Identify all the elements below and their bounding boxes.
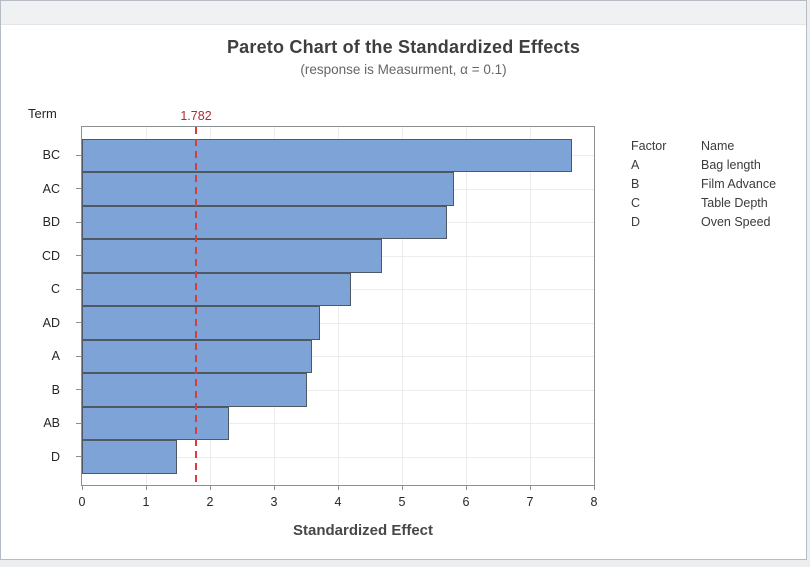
x-tick: [81, 485, 83, 490]
legend-factor: C: [631, 196, 641, 210]
plot-area: [81, 126, 595, 486]
x-tick: [209, 485, 211, 490]
legend-row: C Table Depth: [631, 194, 776, 213]
legend-rows: A Bag length B Film Advance C Table Depth D Ove…: [631, 156, 776, 232]
y-tick: [76, 456, 81, 458]
y-axis-title: Term: [28, 106, 57, 121]
y-tick: [76, 422, 81, 424]
gridline-horizontal: [82, 389, 594, 391]
y-category-label: B: [51, 382, 60, 397]
chart-title: Pareto Chart of the Standardized Effects: [226, 37, 581, 57]
y-tick: [76, 322, 81, 324]
x-tick-label: 3: [270, 495, 278, 509]
gridline-vertical: [465, 127, 467, 485]
chart-subtitle: (response is Measurment, α = 0.1): [300, 62, 507, 77]
x-tick-label: 2: [206, 495, 214, 509]
legend-name: Oven Speed: [701, 215, 771, 229]
x-tick-label: 0: [78, 495, 86, 509]
gridline-vertical: [337, 127, 339, 485]
y-tick: [76, 389, 81, 391]
x-tick: [401, 485, 403, 490]
y-category-label: C: [50, 282, 60, 297]
y-tick: [76, 188, 81, 190]
y-category-label: BC: [42, 148, 60, 163]
y-tick: [76, 288, 81, 290]
y-category-label: AC: [42, 181, 60, 196]
y-tick: [76, 255, 81, 257]
gridline-horizontal: [82, 456, 594, 458]
y-category-label: D: [50, 449, 60, 464]
x-tick: [465, 485, 467, 490]
y-category-label: AD: [42, 315, 60, 330]
legend-row: B Film Advance: [631, 175, 776, 194]
x-tick: [337, 485, 339, 490]
bar-AC: [82, 172, 455, 206]
gridline-vertical: [529, 127, 531, 485]
legend-name: Table Depth: [701, 196, 768, 210]
x-tick-label: 4: [334, 495, 342, 509]
x-tick-label: 7: [526, 495, 534, 509]
y-category-label: AB: [43, 416, 60, 431]
legend-header-factor: Factor: [631, 139, 667, 153]
reference-line: [195, 127, 198, 485]
legend-factor: A: [631, 158, 640, 172]
legend-name: Bag length: [701, 158, 761, 172]
y-category-label: A: [51, 349, 60, 364]
legend-row: D Oven Speed: [631, 213, 776, 232]
x-tick-label: 1: [142, 495, 150, 509]
y-category-label: CD: [41, 248, 60, 263]
y-tick: [76, 221, 81, 223]
window-header-strip: [1, 1, 806, 25]
x-tick: [529, 485, 531, 490]
legend-factor: B: [631, 177, 640, 191]
x-tick: [593, 485, 595, 490]
bar-B: [82, 373, 307, 407]
legend-factor: D: [631, 215, 641, 229]
legend-header: Factor Name: [631, 137, 776, 156]
x-tick: [145, 485, 147, 490]
legend-row: A Bag length: [631, 156, 776, 175]
gridline-horizontal: [82, 423, 594, 425]
bar-BC: [82, 138, 572, 172]
x-tick: [273, 485, 275, 490]
legend-name: Film Advance: [701, 177, 777, 191]
legend: Factor Name A Bag length B Film Advance C Tabl…: [631, 137, 776, 232]
legend-header-name: Name: [701, 139, 735, 153]
gridline-horizontal: [82, 322, 594, 324]
y-category-label: BD: [42, 215, 60, 230]
y-tick: [76, 154, 81, 156]
reference-line-label: 1.782: [180, 109, 212, 123]
bar-D: [82, 440, 178, 474]
bar-AD: [82, 306, 321, 340]
y-tick: [76, 355, 81, 357]
gridline-vertical: [401, 127, 403, 485]
x-axis-title: Standardized Effect: [292, 522, 434, 539]
gridline-horizontal: [82, 356, 594, 358]
x-tick-label: 5: [398, 495, 406, 509]
bar-BD: [82, 205, 447, 239]
x-tick-label: 8: [590, 495, 598, 509]
bar-AB: [82, 406, 230, 440]
x-tick-label: 6: [462, 495, 470, 509]
bar-CD: [82, 239, 382, 273]
bar-C: [82, 272, 352, 306]
